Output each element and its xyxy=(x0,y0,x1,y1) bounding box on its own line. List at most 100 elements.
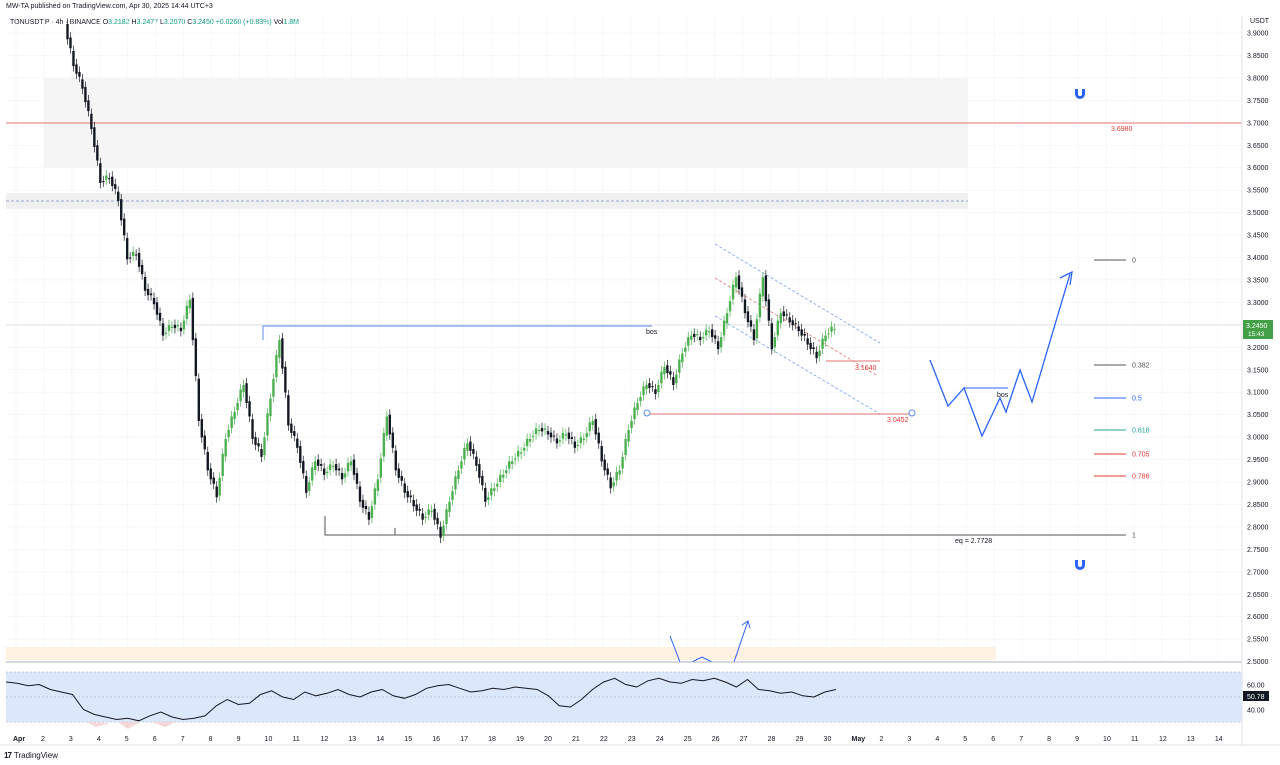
candle-body xyxy=(755,319,759,339)
candle-body xyxy=(773,337,777,348)
candle-body xyxy=(561,432,565,439)
candle-body xyxy=(502,474,505,478)
time-tick-label: 2 xyxy=(879,736,883,743)
candle-body xyxy=(609,477,612,489)
candle-body xyxy=(376,479,380,491)
candle-body xyxy=(669,371,672,375)
bos-label-left: bos xyxy=(646,329,658,336)
magnet-icon[interactable] xyxy=(1075,89,1085,99)
candle-body xyxy=(591,420,594,426)
price-tick-label: 3.2000 xyxy=(1247,345,1269,352)
channel-top xyxy=(714,243,881,344)
candle-body xyxy=(815,351,818,359)
candle-body xyxy=(824,335,827,342)
rsi-tick-label: 40.00 xyxy=(1247,708,1265,715)
candle-body xyxy=(567,432,571,439)
time-tick-label: 2 xyxy=(41,736,45,743)
candle-body xyxy=(466,443,469,451)
candle-body xyxy=(630,420,633,429)
candle-body xyxy=(230,416,233,429)
candle-body xyxy=(585,432,588,438)
price-scale-currency: USDT xyxy=(1250,18,1270,25)
candle-body xyxy=(146,288,150,296)
candle-body xyxy=(367,511,371,520)
candle-body xyxy=(412,499,415,507)
candle-body xyxy=(579,437,583,444)
candle-body xyxy=(164,332,168,334)
time-tick-label: 8 xyxy=(209,736,213,743)
publish-info: MW-TA published on TradingView.com, Apr … xyxy=(6,3,213,10)
price-scale[interactable]: 3.9000 3.8500 3.8000 3.7500 3.7000 3.6500 3.60… xyxy=(1247,31,1269,667)
candle-body xyxy=(328,464,332,471)
symbol-legend[interactable]: TONUSDT.P · 4h · BINANCE O3.2182 H3.2477… xyxy=(10,19,299,26)
close-label: C xyxy=(187,19,193,26)
candle-body xyxy=(191,297,195,341)
candle-body xyxy=(158,312,162,321)
time-tick-label: 23 xyxy=(628,736,636,743)
candle-body xyxy=(123,218,126,236)
candle-body xyxy=(134,254,138,256)
candle-body xyxy=(576,444,580,447)
candle-body xyxy=(639,396,642,402)
candle-body xyxy=(170,326,174,328)
candle-body xyxy=(543,428,547,430)
high-label: H xyxy=(131,19,137,26)
candle-body xyxy=(496,483,499,487)
candle-body xyxy=(648,383,651,389)
price-tick-label: 3.6500 xyxy=(1247,143,1269,150)
time-axis[interactable]: Apr 2 3 4 5 6 7 8 9 10 11 12 13 14 15 16 17 18 19 20 21 22 23 2… xyxy=(13,736,1223,743)
candle-body xyxy=(266,413,269,436)
price-tick-label: 3.0500 xyxy=(1247,412,1269,419)
candle-body xyxy=(728,301,732,312)
candle-body xyxy=(242,385,245,393)
candle-body xyxy=(555,438,559,444)
candle-body xyxy=(96,145,99,161)
demand-zone xyxy=(6,647,996,660)
time-tick-label: 18 xyxy=(488,736,496,743)
candle-body xyxy=(445,509,448,524)
time-tick-label: 4 xyxy=(935,736,939,743)
price-tick-label: 3.4500 xyxy=(1247,233,1269,240)
anchor-handle-left[interactable] xyxy=(643,409,651,417)
candle-body xyxy=(200,419,203,438)
price-tick-label: 3.0000 xyxy=(1247,435,1269,442)
candle-body xyxy=(212,477,215,484)
low-value: 3.2070 xyxy=(163,19,186,26)
candle-body xyxy=(397,468,400,478)
candle-body xyxy=(325,471,329,474)
time-tick-label: 10 xyxy=(1103,736,1111,743)
magnet-icon[interactable] xyxy=(1075,560,1085,570)
candle-body xyxy=(681,353,684,363)
candle-body xyxy=(710,329,714,338)
rsi-current-badge: 50.78 xyxy=(1243,691,1269,701)
fib-retracement[interactable]: 0 0.382 0.5 0.618 0.705 0.786 1 xyxy=(1094,258,1150,540)
candle-body xyxy=(499,474,502,482)
candle-body xyxy=(522,447,526,451)
price-tick-label: 3.3000 xyxy=(1247,300,1269,307)
candle-body xyxy=(290,423,293,433)
candle-body xyxy=(794,323,797,325)
candle-body xyxy=(152,297,156,305)
candle-body xyxy=(66,24,69,40)
candle-body xyxy=(603,459,606,471)
price-tick-label: 3.7000 xyxy=(1247,120,1269,127)
candle-body xyxy=(749,320,753,327)
candle-body xyxy=(788,317,791,323)
anchor-handle-right[interactable] xyxy=(908,409,916,417)
candle-body xyxy=(364,505,368,510)
time-tick-label: 13 xyxy=(348,736,356,743)
candle-body xyxy=(451,491,454,500)
candle-body xyxy=(248,401,251,417)
volume-value: 1.8M xyxy=(283,19,299,26)
candle-body xyxy=(627,429,630,442)
candle-body xyxy=(433,508,436,520)
change-value: +0.0268 (+0.83%) xyxy=(215,19,272,26)
rsi-scale[interactable]: 60.00 40.00 xyxy=(1247,683,1265,715)
candle-body xyxy=(478,464,481,478)
eq-label: eq = 2.7728 xyxy=(955,538,992,545)
candle-body xyxy=(534,428,538,435)
candle-body xyxy=(746,311,750,323)
fib-level-label: 0.786 xyxy=(1132,474,1150,481)
